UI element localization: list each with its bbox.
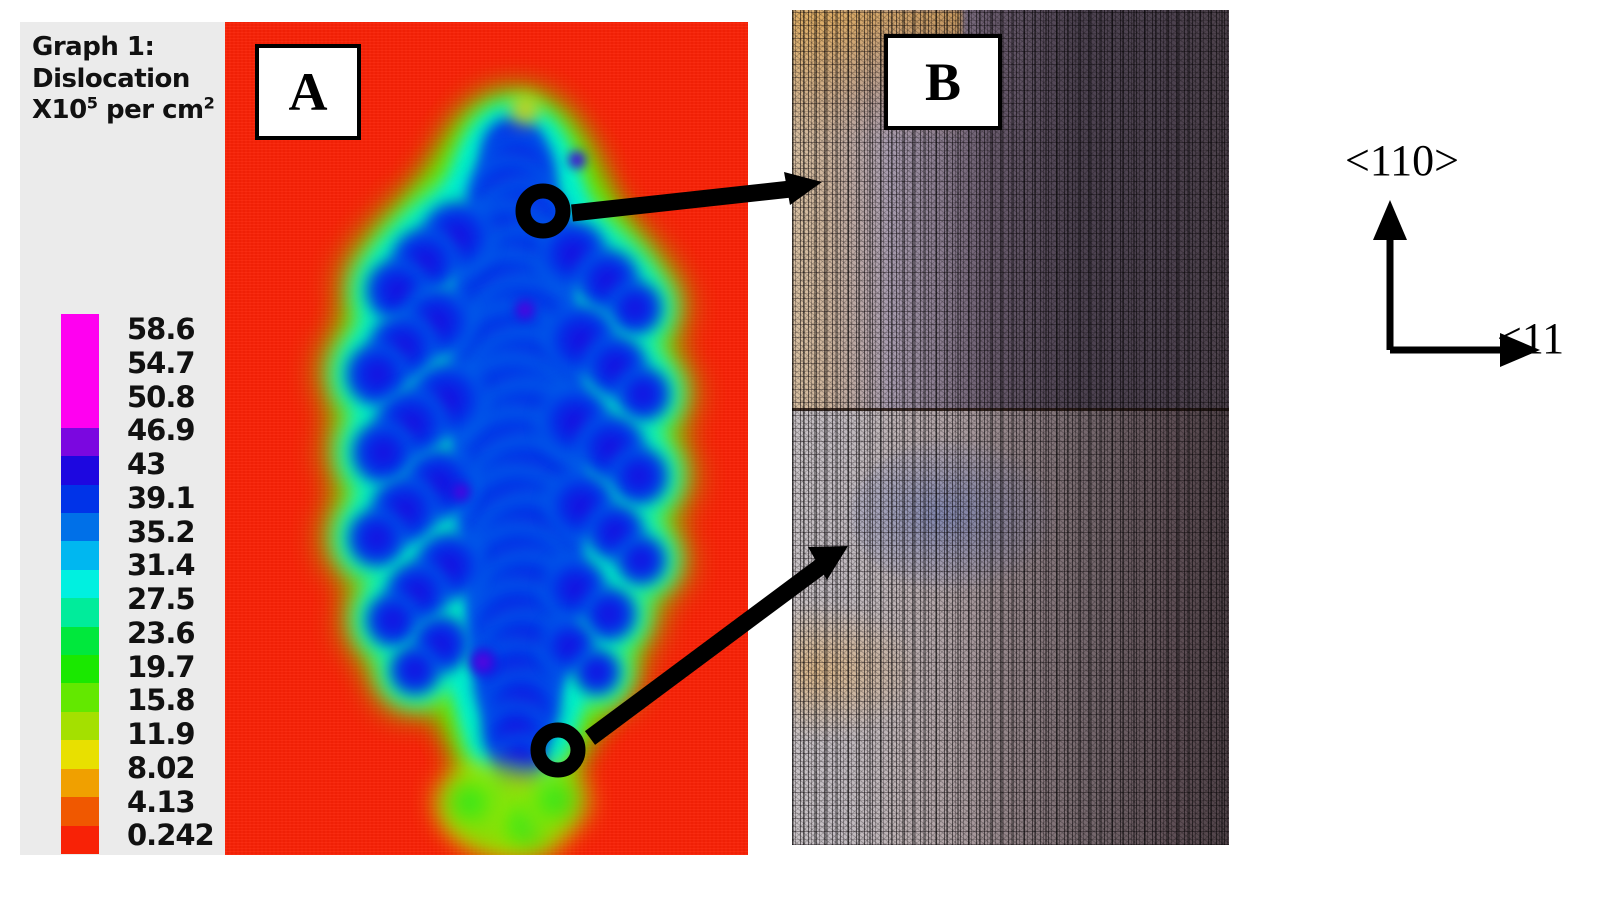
- colorbar-band-8: [61, 626, 99, 656]
- legend-title-line1: Graph 1:: [32, 32, 155, 62]
- dendrite-blob: [573, 648, 621, 696]
- legend-title-line2: Dislocation: [32, 63, 190, 94]
- dendrite-blob: [521, 766, 589, 834]
- colorbar-band-15: [61, 825, 99, 855]
- dendrite-blob: [435, 768, 503, 836]
- colorbar-tick-label-8: 27.5: [127, 582, 196, 616]
- colorbar-tick-label-7: 31.4: [127, 548, 196, 583]
- colorbar-band-6: [61, 569, 99, 599]
- colorbar-band-10: [61, 683, 99, 712]
- dendrite-blob: [469, 648, 497, 676]
- colorbar-tick-label-1: 54.7: [127, 345, 196, 380]
- legend-units-exponent: 5: [86, 93, 98, 113]
- colorbar-tick-label-13: 8.02: [127, 750, 196, 785]
- legend-units-base: X10: [32, 95, 87, 126]
- dendrite-blob: [607, 280, 663, 336]
- colorbar-band-13: [61, 768, 99, 798]
- panel-b-dark-gradient-right: [958, 10, 1229, 845]
- dendrite-blob: [615, 534, 667, 586]
- colorbar-tick-label-11: 15.8: [127, 683, 196, 718]
- colorbar-band-1: [61, 427, 99, 457]
- dendrite-blob: [389, 644, 441, 696]
- colorbar-band-7: [61, 598, 99, 627]
- colorbar-tick-label-14: 4.13: [127, 784, 196, 819]
- legend-panel: Graph 1: Dislocation X105 per cm2 58.6 54…: [20, 22, 225, 855]
- colorbar-band-0: [61, 314, 99, 428]
- dendrite-blob: [615, 366, 671, 422]
- colorbar-tick-label-5: 39.1: [127, 480, 196, 515]
- colorbar-band-12: [61, 740, 99, 769]
- colorbar-tick-label-15: 0.242: [127, 818, 215, 853]
- colorbar-band-9: [61, 655, 99, 684]
- colorbar-tick-label-2: 50.8: [127, 379, 196, 414]
- panel-b-vertical-striations: [792, 10, 1229, 845]
- colorbar-band-5: [61, 541, 99, 570]
- legend-units-middle: per cm: [97, 95, 204, 126]
- colorbar-tick-label-10: 19.7: [127, 649, 196, 684]
- colorbar-tick-label-4: 43: [127, 447, 166, 481]
- legend-units-exponent2: 2: [203, 93, 215, 113]
- colorbar-tick-label-0: 58.6: [127, 312, 196, 346]
- legend-title-line3: X105 per cm2: [32, 95, 222, 127]
- axis-label-110-vertical: <110>: [1345, 136, 1459, 185]
- panel-b-speckle-texture: [792, 10, 1229, 845]
- dendrite-blob: [451, 482, 471, 502]
- colorbar-band-11: [61, 711, 99, 741]
- colorbar-band-3: [61, 484, 99, 513]
- colorbar-tick-label-9: 23.6: [127, 615, 196, 650]
- colorbar-band-2: [61, 456, 99, 485]
- panel-tag-a: A: [255, 44, 361, 140]
- dendrite-blob: [514, 299, 536, 321]
- colorbar-band-4: [61, 512, 99, 542]
- colorbar-band-14: [61, 797, 99, 826]
- panel-b-horizontal-striations: [792, 10, 1229, 845]
- axis-vertical-arrowhead: [1373, 200, 1407, 240]
- colorbar-tick-labels: 58.6 54.7 50.8 46.9 43 39.1 35.2 31.4 27.5 23.6 19…: [127, 292, 222, 854]
- panel-b-micrograph: [792, 10, 1229, 845]
- colorbar-tick-label-12: 11.9: [127, 717, 196, 751]
- colorbar-group: 58.6 54.7 50.8 46.9 43 39.1 35.2 31.4 27.5 23.6 19…: [61, 292, 222, 855]
- dendrite-blob: [609, 446, 669, 506]
- colorbar-tick-label-6: 35.2: [127, 514, 196, 549]
- dendrite-blob: [365, 592, 421, 648]
- dendrite-blob: [509, 94, 541, 126]
- colorbar: [61, 314, 99, 855]
- axis-label-110-horizontal: <11: [1497, 314, 1565, 363]
- panel-b-vertical-striations-coarse: [792, 10, 1229, 845]
- dendrite-blob: [347, 508, 407, 568]
- dendrite-blob: [568, 151, 586, 169]
- colorbar-tick-label-3: 46.9: [127, 413, 196, 448]
- legend-title: Graph 1: Dislocation X105 per cm2: [32, 32, 222, 127]
- panel-tag-b: B: [884, 34, 1002, 130]
- panel-a-dislocation-map: [225, 22, 748, 855]
